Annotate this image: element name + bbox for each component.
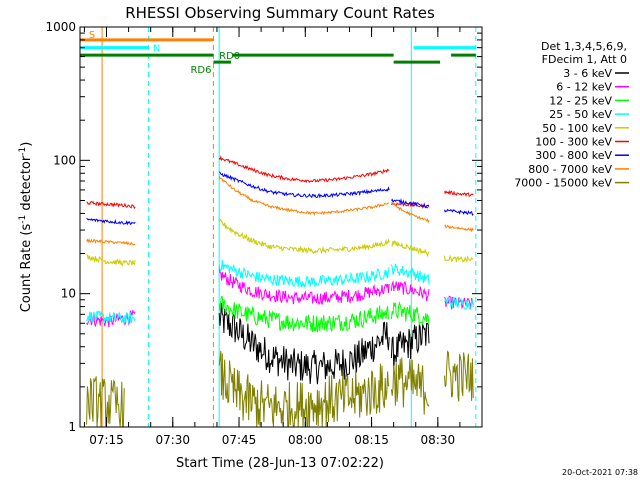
series-50-100-kev-segment-1 <box>86 254 136 267</box>
series-7000-15000-kev <box>86 350 474 428</box>
series-50-100-kev-segment-3 <box>391 240 430 258</box>
chart-title: RHESSI Observing Summary Count Rates <box>125 4 435 22</box>
axes: 07:15 07:30 07:45 08:00 08:15 08:30 1 10 100 1000 <box>45 20 483 447</box>
series-100-300-kev-segment-4 <box>444 189 474 197</box>
series-7000-15000-kev-segment-1 <box>86 376 125 428</box>
status-label-n: N <box>153 44 160 55</box>
legend: Det 1,3,4,5,6,9, FDecim 1, Att 0 3 - 6 k… <box>514 40 629 190</box>
legend-label-100-300-kev: 100 - 300 keV <box>535 136 612 149</box>
status-label-s: S <box>89 30 95 41</box>
series-300-800-kev-segment-1 <box>86 217 136 226</box>
series-7000-15000-kev-segment-4 <box>444 350 474 402</box>
series-6-12-kev-segment-1 <box>86 310 136 328</box>
series-12-25-kev-segment-2 <box>390 301 430 326</box>
y-axis-label: Count Rate (s-1 detector-1) <box>18 142 34 313</box>
legend-header-line-2: FDecim 1, Att 0 <box>542 53 627 66</box>
series-100-300-kev-segment-1 <box>86 200 136 210</box>
series-50-100-kev <box>86 218 474 267</box>
series-100-300-kev-segment-3 <box>390 201 430 210</box>
series-50-100-kev-segment-2 <box>218 218 390 255</box>
series-300-800-kev-segment-3 <box>390 197 430 209</box>
x-axis-label: Start Time (28-Jun-13 07:02:22) <box>176 456 384 471</box>
series-300-800-kev-segment-2 <box>218 171 390 199</box>
legend-label-800-7000-kev: 800 - 7000 keV <box>528 163 612 176</box>
y-tick-label: 1000 <box>45 20 76 34</box>
legend-label-6-12-kev: 6 - 12 keV <box>556 81 612 94</box>
y-tick-label: 10 <box>61 287 76 301</box>
attenuator-markers <box>101 27 477 427</box>
legend-label-7000-15000-kev: 7000 - 15000 keV <box>514 177 612 190</box>
series-100-300-kev-segment-2 <box>218 155 390 184</box>
series-12-25-kev-segment-1 <box>218 295 390 333</box>
y-tick-label: 1 <box>68 420 76 434</box>
series-25-50-kev-segment-3 <box>390 263 430 285</box>
legend-label-50-100-kev: 50 - 100 keV <box>542 122 612 135</box>
series-6-12-kev-segment-4 <box>444 295 474 310</box>
series-100-300-kev <box>86 155 474 210</box>
x-tick-label: 07:15 <box>89 433 124 447</box>
series-300-800-kev-segment-4 <box>444 208 474 216</box>
series-25-50-kev-segment-4 <box>444 296 474 310</box>
series-12-25-kev <box>218 295 430 333</box>
series-6-12-kev-segment-3 <box>390 280 430 302</box>
legend-label-12-25-kev: 12 - 25 keV <box>549 94 612 107</box>
legend-label-300-800-kev: 300 - 800 keV <box>535 149 612 162</box>
series-6-12-kev-segment-2 <box>218 267 390 306</box>
status-label-rd0: RD0 <box>219 51 240 62</box>
x-tick-label: 08:15 <box>354 433 389 447</box>
series-6-12-kev <box>86 267 474 328</box>
series-layer <box>86 155 474 428</box>
series-800-7000-kev-segment-3 <box>390 202 430 224</box>
series-3-6-kev-segment-1 <box>218 302 390 385</box>
series-7000-15000-kev-segment-3 <box>390 357 430 415</box>
series-25-50-kev <box>86 260 474 325</box>
x-tick-label: 08:30 <box>421 433 456 447</box>
series-800-7000-kev-segment-1 <box>86 237 136 246</box>
y-tick-label: 100 <box>53 153 76 167</box>
plot-frame <box>79 26 483 428</box>
x-tick-label: 08:00 <box>288 433 323 447</box>
series-7000-15000-kev-segment-2 <box>218 350 390 428</box>
x-tick-label: 07:30 <box>155 433 190 447</box>
status-bars: S N RD0 RD6 <box>80 30 476 76</box>
series-800-7000-kev-segment-2 <box>218 175 390 216</box>
legend-label-3-6-kev: 3 - 6 keV <box>563 67 612 80</box>
x-tick-label: 07:45 <box>222 433 257 447</box>
legend-header-line-1: Det 1,3,4,5,6,9, <box>541 40 627 53</box>
series-50-100-kev-segment-4 <box>444 254 474 263</box>
series-300-800-kev <box>86 171 474 226</box>
legend-label-25-50-kev: 25 - 50 keV <box>549 108 612 121</box>
footer-timestamp: 20-Oct-2021 07:38 <box>562 468 638 477</box>
status-label-rd6: RD6 <box>190 65 211 76</box>
series-800-7000-kev <box>86 175 474 246</box>
series-25-50-kev-segment-2 <box>218 260 390 288</box>
series-800-7000-kev-segment-4 <box>444 224 474 233</box>
series-25-50-kev-segment-1 <box>86 310 136 325</box>
